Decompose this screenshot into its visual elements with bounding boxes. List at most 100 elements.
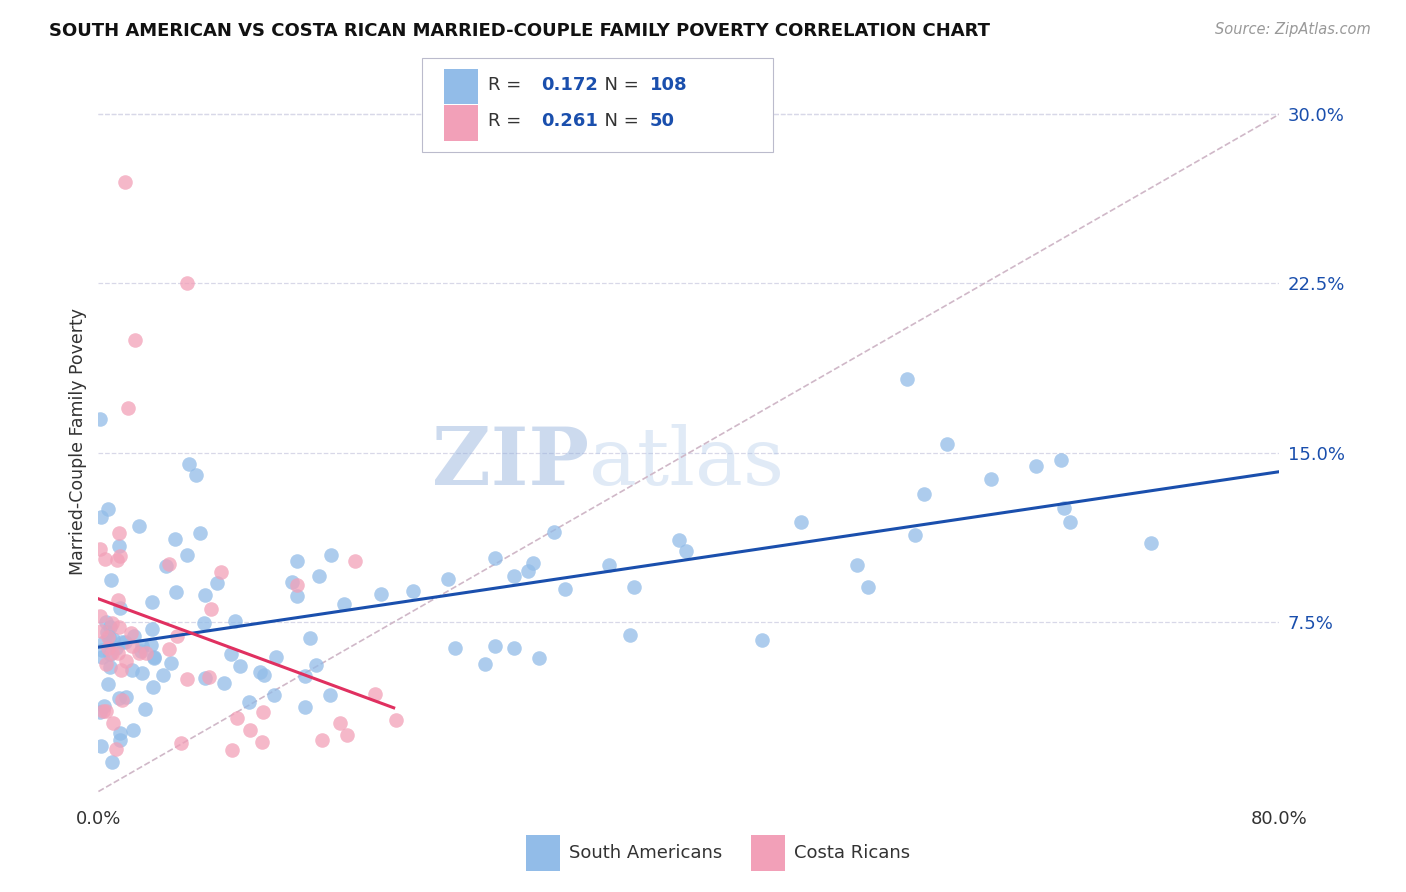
Point	[94, 551, 117, 566]
Point	[846, 558, 869, 573]
Point	[100, 756, 122, 770]
Point	[904, 528, 927, 542]
Point	[142, 651, 165, 665]
Point	[93, 635, 115, 649]
Point	[281, 575, 304, 590]
Point	[264, 650, 287, 665]
Point	[117, 401, 139, 415]
Point	[110, 733, 132, 747]
Text: Source: ZipAtlas.com: Source: ZipAtlas.com	[1215, 22, 1371, 37]
Point	[184, 468, 207, 483]
Point	[89, 705, 111, 719]
Point	[336, 728, 359, 742]
Point	[105, 742, 128, 756]
Point	[543, 524, 565, 539]
Point	[91, 704, 114, 718]
Point	[194, 588, 217, 602]
Point	[107, 592, 129, 607]
Point	[165, 585, 187, 599]
Point	[96, 624, 118, 639]
Point	[110, 663, 132, 677]
Point	[176, 548, 198, 562]
Text: atlas: atlas	[589, 425, 783, 502]
Point	[97, 677, 120, 691]
Point	[110, 549, 132, 564]
Point	[675, 543, 697, 558]
Point	[980, 472, 1002, 486]
Point	[108, 620, 131, 634]
Point	[90, 624, 112, 638]
Text: 0.261: 0.261	[541, 112, 598, 130]
Point	[194, 671, 217, 685]
Point	[343, 554, 366, 568]
Point	[166, 629, 188, 643]
Point	[384, 713, 406, 727]
Point	[856, 580, 879, 594]
Point	[285, 589, 308, 603]
Point	[238, 696, 260, 710]
Point	[484, 551, 506, 566]
Text: N =: N =	[593, 76, 645, 94]
Point	[108, 540, 131, 554]
Point	[89, 609, 111, 624]
Point	[1053, 500, 1076, 515]
Point	[516, 564, 538, 578]
Text: 50: 50	[650, 112, 675, 130]
Point	[121, 663, 143, 677]
Point	[263, 688, 285, 702]
Point	[108, 601, 131, 615]
Point	[93, 699, 115, 714]
Point	[131, 639, 153, 653]
Point	[94, 615, 117, 629]
Point	[111, 635, 134, 649]
Point	[298, 631, 321, 645]
Point	[1140, 536, 1163, 550]
Point	[141, 622, 163, 636]
Point	[98, 647, 121, 661]
Point	[333, 597, 356, 611]
Point	[134, 702, 156, 716]
Point	[287, 554, 309, 568]
Point	[250, 735, 273, 749]
Point	[94, 657, 117, 672]
Point	[101, 632, 124, 647]
Point	[176, 672, 198, 686]
Point	[143, 649, 166, 664]
Point	[155, 559, 177, 574]
Point	[114, 635, 136, 649]
Point	[105, 640, 128, 655]
Point	[90, 509, 112, 524]
Point	[751, 632, 773, 647]
Point	[108, 526, 131, 541]
Point	[252, 706, 274, 720]
Point	[100, 660, 122, 674]
Point	[114, 175, 136, 189]
Point	[190, 526, 212, 541]
Point	[157, 558, 180, 572]
Point	[198, 669, 221, 683]
Point	[131, 666, 153, 681]
Point	[623, 580, 645, 594]
Point	[100, 620, 122, 634]
Point	[294, 700, 316, 714]
Point	[598, 558, 620, 572]
Point	[229, 659, 252, 673]
Point	[101, 646, 124, 660]
Point	[101, 616, 124, 631]
Point	[128, 519, 150, 533]
Point	[305, 658, 328, 673]
Point	[121, 639, 143, 653]
Point	[474, 657, 496, 672]
Point	[329, 715, 352, 730]
Point	[163, 532, 186, 546]
Point	[111, 692, 134, 706]
Text: ZIP: ZIP	[432, 425, 589, 502]
Point	[1025, 458, 1047, 473]
Point	[239, 723, 262, 737]
Point	[212, 676, 235, 690]
Point	[108, 725, 131, 739]
Point	[142, 681, 165, 695]
Point	[308, 569, 330, 583]
Point	[319, 548, 342, 562]
Point	[120, 625, 142, 640]
